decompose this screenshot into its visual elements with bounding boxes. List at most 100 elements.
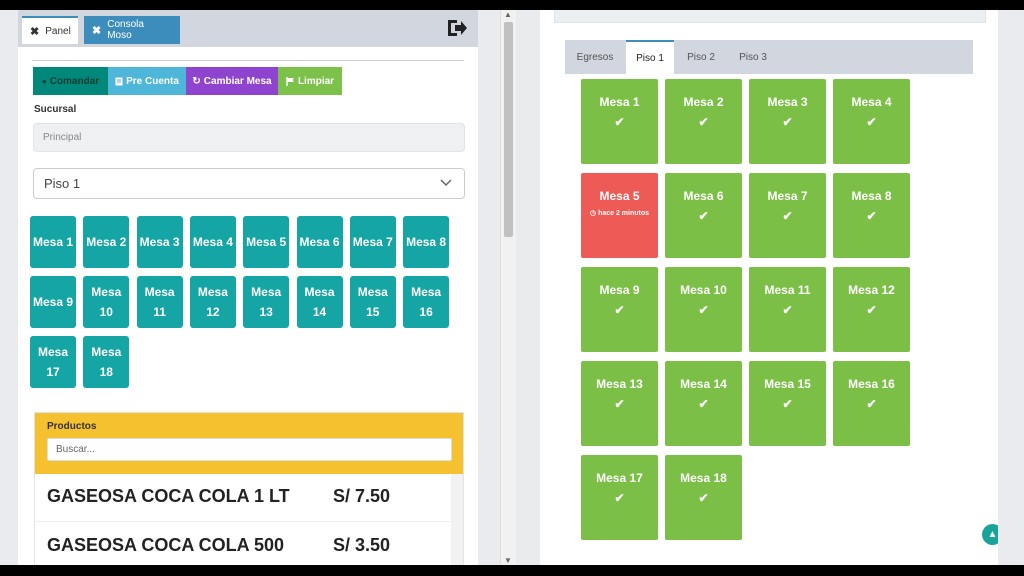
mesa-button[interactable]: Mesa 8 — [403, 216, 450, 268]
tab-floor[interactable]: Piso 1 — [626, 40, 674, 74]
mesa-label: Mesa 8 — [406, 235, 447, 249]
mesa-card[interactable]: Mesa 14 ✔ — [665, 361, 742, 446]
mesa-button[interactable]: Mesa 11 — [136, 276, 183, 328]
check-icon: ✔ — [614, 397, 625, 411]
scrollbar-thumb[interactable] — [504, 22, 513, 237]
mesa-card[interactable]: Mesa 15 ✔ — [749, 361, 826, 446]
scroll-down-icon[interactable]: ▼ — [504, 556, 512, 565]
sucursal-field[interactable]: Principal — [33, 123, 465, 152]
productos-panel: Productos Buscar... GASEOSA COCA COLA 1 … — [34, 412, 464, 565]
check-icon: ✔ — [614, 491, 625, 505]
mesa-button[interactable]: Mesa 17 — [30, 336, 76, 388]
mesa-label: Mesa 2 — [86, 235, 127, 249]
check-icon: ✔ — [782, 397, 793, 411]
left-scrollbar[interactable]: ▲ ▼ — [500, 10, 516, 565]
mesa-card-name: Mesa 9 — [599, 283, 640, 297]
limpiar-label: Limpiar — [297, 75, 335, 87]
mesa-button[interactable]: Mesa 6 — [296, 216, 343, 268]
mesa-button[interactable]: Mesa 7 — [349, 216, 396, 268]
tab-floor[interactable]: Egresos — [576, 51, 614, 63]
mesa-card[interactable]: Mesa 8 ✔ — [833, 173, 910, 258]
flag-icon — [286, 76, 294, 86]
mesa-card[interactable]: Mesa 12 ✔ — [833, 267, 910, 352]
cambiar-mesa-label: Cambiar Mesa — [203, 75, 272, 87]
mesa-button[interactable]: Mesa 18 — [83, 336, 130, 388]
productos-title: Productos — [47, 421, 97, 432]
mesa-card[interactable]: Mesa 11 ✔ — [749, 267, 826, 352]
mesa-card-name: Mesa 2 — [683, 95, 724, 109]
limpiar-button[interactable]: Limpiar — [278, 67, 342, 95]
check-icon: ✔ — [782, 303, 793, 317]
divider — [32, 60, 464, 61]
mesa-button[interactable]: Mesa 14 — [296, 276, 343, 328]
mesa-card[interactable]: Mesa 5 ◷ hace 2 minutos — [581, 173, 658, 258]
tab-floor[interactable]: Piso 2 — [687, 51, 715, 63]
tab-consola-label: Consola Moso — [107, 19, 144, 41]
check-icon: ✔ — [866, 397, 877, 411]
mesa-label: Mesa 6 — [299, 235, 340, 249]
mesa-card[interactable]: Mesa 9 ✔ — [581, 267, 658, 352]
mesa-card[interactable]: Mesa 7 ✔ — [749, 173, 826, 258]
mesa-button[interactable]: Mesa 15 — [349, 276, 396, 328]
close-icon[interactable]: ✖ — [30, 25, 40, 38]
product-list-scrollbar[interactable] — [451, 474, 463, 565]
mesa-card[interactable]: Mesa 6 ✔ — [665, 173, 742, 258]
scroll-up-icon[interactable]: ▲ — [504, 10, 512, 19]
mesa-card[interactable]: Mesa 3 ✔ — [749, 79, 826, 164]
mesa-card[interactable]: Mesa 13 ✔ — [581, 361, 658, 446]
mesa-label: Mesa 17 — [37, 345, 69, 379]
tab-panel[interactable]: ✖ Panel — [22, 16, 78, 44]
product-row[interactable]: GASEOSA COCA COLA 500 S/ 3.50 — [35, 523, 451, 565]
pre-cuenta-label: Pre Cuenta — [126, 75, 179, 87]
action-toolbar: ● Comandar Pre Cuenta ↻ Cambiar Mesa Lim… — [33, 67, 342, 95]
mesa-card[interactable]: Mesa 16 ✔ — [833, 361, 910, 446]
chevron-up-icon: ▲ — [987, 529, 998, 540]
mesa-card-name: Mesa 10 — [680, 283, 727, 297]
mesa-card[interactable]: Mesa 18 ✔ — [665, 455, 742, 540]
mesa-button[interactable]: Mesa 10 — [83, 276, 130, 328]
mesa-button[interactable]: Mesa 9 — [30, 276, 76, 328]
piso-select[interactable]: Piso 1 — [33, 168, 465, 199]
productos-header: Productos Buscar... — [35, 413, 463, 474]
mesa-button[interactable]: Mesa 4 — [189, 216, 236, 268]
tab-consola-moso[interactable]: ✖ Consola Moso — [84, 16, 180, 44]
mesa-card[interactable]: Mesa 1 ✔ — [581, 79, 658, 164]
mesa-card[interactable]: Mesa 4 ✔ — [833, 79, 910, 164]
product-row[interactable]: GASEOSA COCA COLA 1 LT S/ 7.50 — [35, 474, 451, 522]
check-icon: ✔ — [782, 115, 793, 129]
product-name: GASEOSA COCA COLA 500 — [47, 535, 285, 555]
scroll-top-button[interactable]: ▲ — [982, 524, 1003, 545]
mesa-button[interactable]: Mesa 3 — [136, 216, 183, 268]
mesa-button[interactable]: Mesa 16 — [403, 276, 450, 328]
mesa-label: Mesa 1 — [32, 235, 74, 249]
product-price: S/ 3.50 — [333, 535, 391, 555]
sucursal-value: Principal — [43, 132, 82, 143]
mesa-button[interactable]: Mesa 12 — [189, 276, 236, 328]
mesa-card[interactable]: Mesa 17 ✔ — [581, 455, 658, 540]
mesa-button[interactable]: Mesa 5 — [243, 216, 290, 268]
mesa-label: Mesa 3 — [139, 235, 180, 249]
check-icon: ✔ — [866, 209, 877, 223]
mesa-card[interactable]: Mesa 10 ✔ — [665, 267, 742, 352]
mesa-card-name: Mesa 15 — [764, 377, 811, 391]
sign-out-icon[interactable] — [446, 18, 468, 38]
mesa-card-name: Mesa 4 — [851, 95, 892, 109]
mesa-button[interactable]: Mesa 2 — [83, 216, 130, 268]
tab-floor[interactable]: Piso 3 — [739, 51, 767, 63]
check-icon: ✔ — [698, 115, 709, 129]
pre-cuenta-button[interactable]: Pre Cuenta — [108, 67, 186, 95]
mesa-button[interactable]: Mesa 1 — [30, 216, 76, 268]
mesa-button[interactable]: Mesa 13 — [243, 276, 290, 328]
sucursal-label: Sucursal — [34, 104, 77, 115]
mesa-label: Mesa 18 — [91, 345, 122, 379]
floor-map-pane: Egresos Piso 1 Piso 2 Piso 3 Mesa 1 ✔ Mesa 2 ✔… — [540, 10, 1003, 565]
product-search-input[interactable]: Buscar... — [47, 438, 452, 461]
receipt-icon — [115, 77, 123, 85]
cambiar-mesa-button[interactable]: ↻ Cambiar Mesa — [186, 67, 278, 95]
right-edge — [998, 10, 1024, 565]
comandar-button[interactable]: ● Comandar — [33, 67, 108, 95]
mesa-card-name: Mesa 8 — [851, 189, 892, 203]
window-tabbar: ✖ Panel ✖ Consola Moso — [18, 10, 478, 47]
mesa-card[interactable]: Mesa 2 ✔ — [665, 79, 742, 164]
close-icon[interactable]: ✖ — [92, 24, 102, 37]
